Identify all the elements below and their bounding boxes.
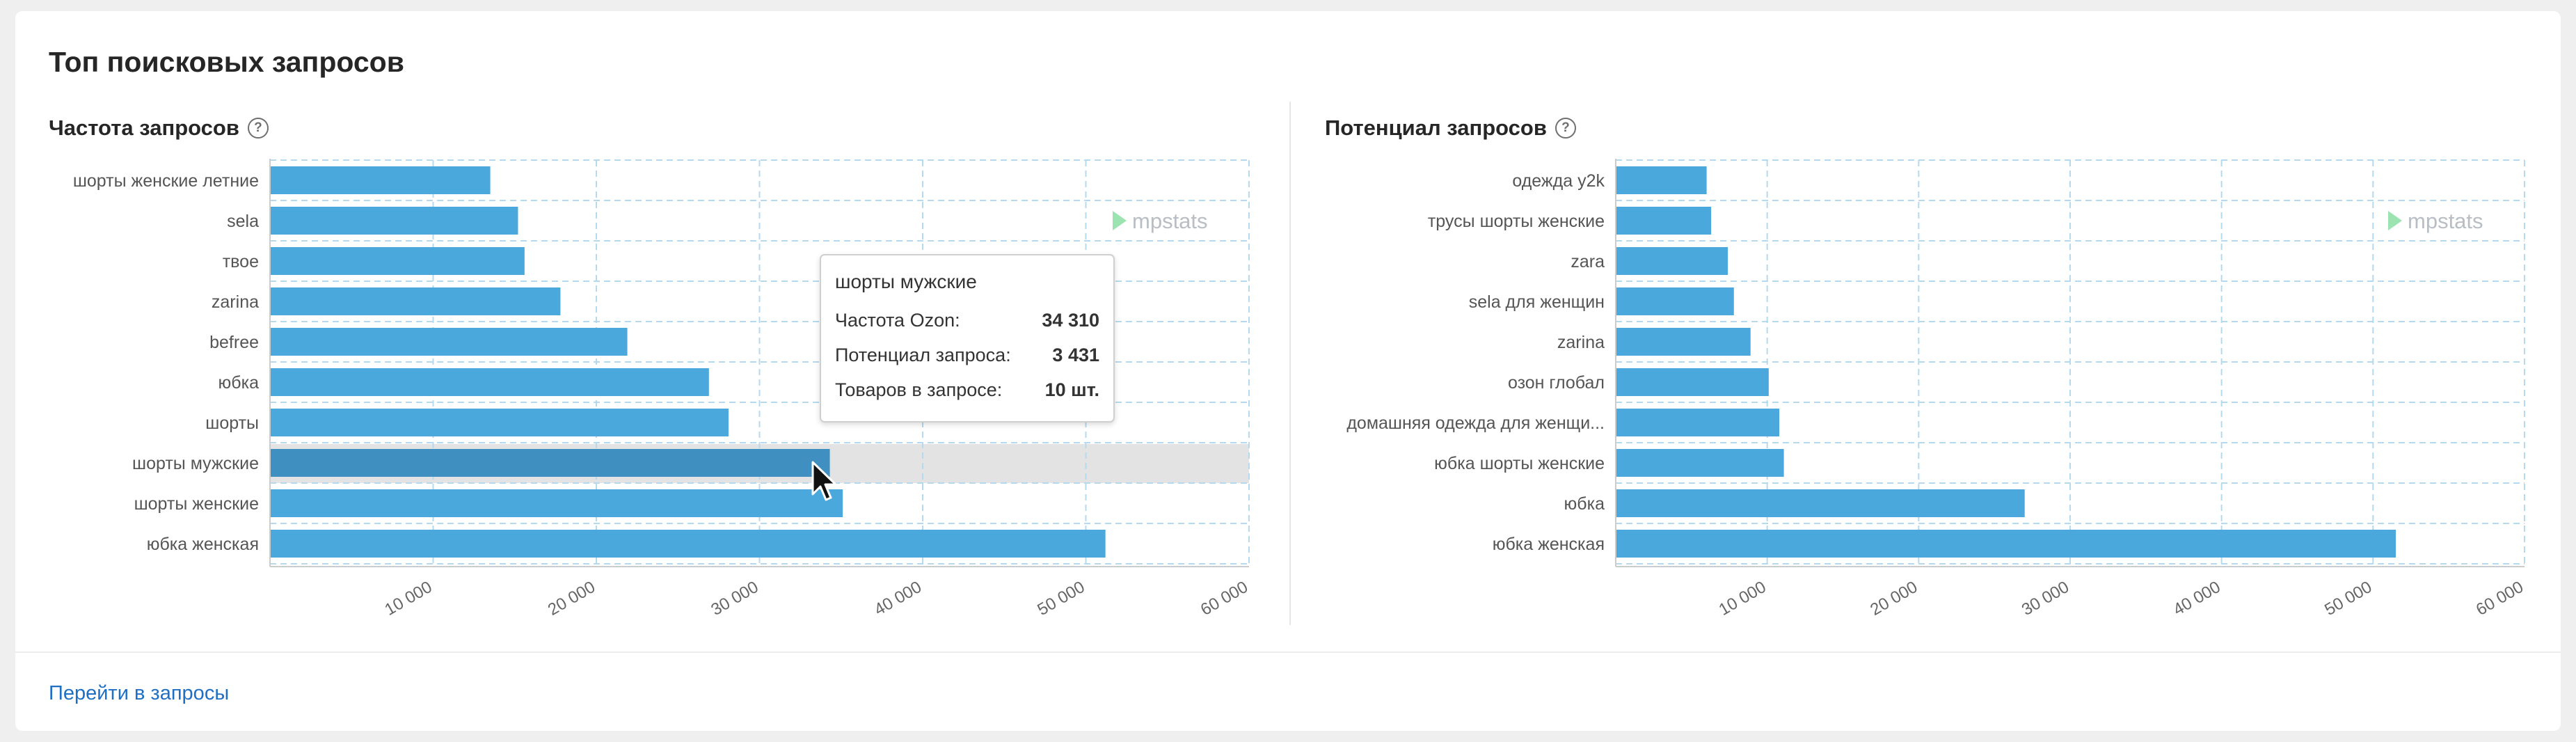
tooltip-label: Потенциал запроса: (835, 345, 1011, 365)
category-label: озон глобал (1508, 373, 1605, 393)
frequency-title-text: Частота запросов (49, 116, 239, 140)
tooltip-value: 3 431 (1052, 345, 1099, 365)
bar (1616, 247, 1728, 275)
category-label: sela для женщин (1469, 292, 1605, 312)
bar (1616, 368, 1769, 396)
mpstats-logo-icon (2388, 211, 2402, 230)
mouse-cursor-icon (811, 461, 837, 501)
x-tick-label: 60 000 (2473, 578, 2527, 619)
tooltip-label: Товаров в запросе: (835, 379, 1003, 400)
card-title: Топ поисковых запросов (49, 46, 404, 78)
category-label: zara (1571, 252, 1605, 271)
category-label: шорты (205, 413, 259, 433)
bar (270, 489, 843, 517)
x-tick-label: 10 000 (381, 578, 435, 619)
bar (270, 368, 709, 396)
tooltip-label: Частота Ozon: (835, 310, 960, 331)
bar (1616, 409, 1780, 436)
bar (1616, 287, 1734, 315)
category-label: юбка шорты женские (1434, 454, 1605, 473)
bar (1616, 207, 1712, 235)
category-label: домашняя одежда для женщи... (1346, 413, 1605, 433)
watermark-text: mpstats (1132, 209, 1208, 233)
tooltip-row: Товаров в запросе: 10 шт. (835, 379, 1099, 401)
bar (270, 449, 830, 477)
category-label: шорты женские летние (73, 171, 259, 191)
bar (1616, 166, 1707, 194)
tooltip-row: Частота Ozon: 34 310 (835, 310, 1099, 331)
chart-frequency: шорты женские летние sela твое zarina befree… (73, 159, 1251, 619)
x-tick-label: 50 000 (2321, 578, 2375, 619)
mpstats-logo-icon (1113, 211, 1127, 230)
go-to-queries-link[interactable]: Перейти в запросы (49, 682, 230, 704)
panel-divider (1289, 102, 1291, 625)
x-tick-label: 20 000 (1867, 578, 1921, 619)
potential-title-text: Потенциал запросов (1325, 116, 1547, 140)
category-label: твое (223, 252, 259, 271)
chart-potential: одежда y2k трусы шорты женские zara sela дл… (1346, 159, 2527, 619)
tooltip-title: шорты мужские (835, 271, 977, 292)
tooltip-value: 10 шт. (1044, 379, 1099, 400)
category-label: шорты женские (134, 494, 259, 514)
x-tick-label: 60 000 (1198, 578, 1251, 619)
potential-panel-title: Потенциал запросов ? (1325, 116, 1576, 141)
x-tick-label: 50 000 (1034, 578, 1088, 619)
bar (1616, 489, 2025, 517)
category-label: шорты мужские (132, 454, 259, 473)
tooltip-row: Потенциал запроса: 3 431 (835, 345, 1099, 366)
bar (270, 409, 729, 436)
bar-tooltip: шорты мужские Частота Ozon: 34 310 Потен… (820, 254, 1115, 423)
category-label: sela (227, 212, 259, 231)
category-label: одежда y2k (1512, 171, 1605, 191)
bar (270, 247, 525, 275)
x-tick-label: 10 000 (1716, 578, 1770, 619)
category-label: zarina (212, 292, 259, 312)
category-label: юбка (218, 373, 260, 393)
bar (1616, 449, 1784, 477)
category-label: трусы шорты женские (1428, 212, 1605, 231)
category-label: юбка женская (1493, 535, 1605, 554)
x-tick-label: 30 000 (708, 578, 761, 619)
bar (270, 166, 491, 194)
x-tick-label: 30 000 (2019, 578, 2072, 619)
category-label: юбка (1564, 494, 1605, 514)
category-label: befree (209, 333, 259, 352)
frequency-panel-title: Частота запросов ? (49, 116, 269, 141)
help-icon[interactable]: ? (247, 118, 269, 139)
category-label: юбка женская (147, 535, 259, 554)
category-label: zarina (1557, 333, 1605, 352)
x-tick-label: 40 000 (2170, 578, 2224, 619)
bar (270, 287, 561, 315)
bar (270, 207, 518, 235)
footer-divider (15, 652, 2561, 653)
bar (270, 530, 1106, 558)
bar (270, 328, 628, 356)
x-tick-label: 20 000 (545, 578, 598, 619)
help-icon[interactable]: ? (1555, 118, 1576, 139)
bar (1616, 530, 2396, 558)
watermark-text: mpstats (2408, 209, 2483, 233)
x-tick-label: 40 000 (871, 578, 925, 619)
tooltip-value: 34 310 (1042, 310, 1099, 331)
bar (1616, 328, 1751, 356)
